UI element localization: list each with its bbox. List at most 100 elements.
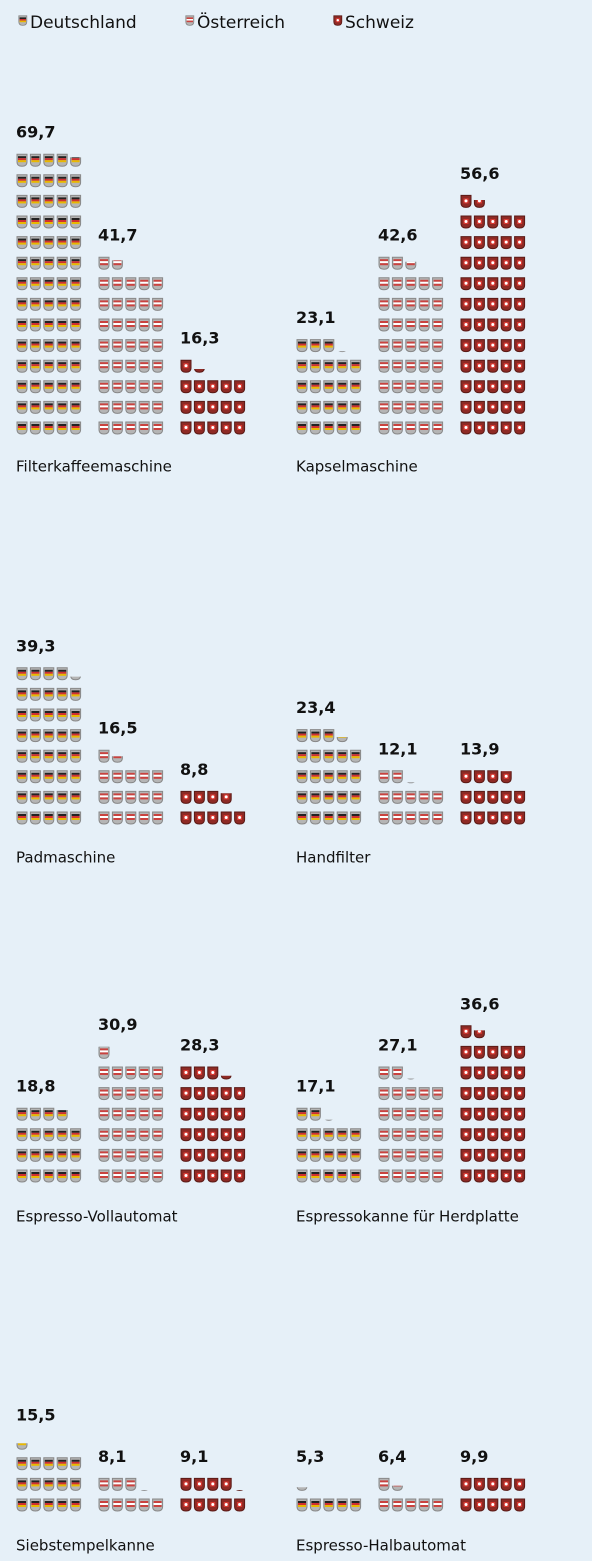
icon (487, 339, 499, 353)
icon (473, 297, 485, 311)
icon-stripe (31, 261, 40, 264)
icon-stripe (126, 1480, 135, 1483)
icon-stripe (100, 366, 108, 369)
icon (473, 277, 485, 291)
icon (180, 811, 192, 825)
icon-stripe (31, 341, 40, 344)
icon-stripe (71, 795, 80, 798)
icon-cross (477, 1030, 481, 1033)
icon-stripe (18, 259, 26, 262)
icon-stripe (380, 1130, 388, 1133)
icon-stripe (31, 279, 40, 282)
icon-stripe (58, 1176, 67, 1178)
icon-stripe (58, 261, 67, 264)
icon (418, 359, 430, 373)
icon-stripe (324, 776, 333, 779)
icon-stripe (31, 1482, 40, 1485)
icon-stripe (58, 1461, 67, 1464)
icon-stripe (311, 407, 320, 410)
icon-stripe (100, 1132, 108, 1135)
icon (500, 359, 512, 373)
icon-stripe (71, 405, 80, 408)
icon-stripe (393, 1155, 402, 1158)
icon (207, 1148, 219, 1162)
icon-stripe (58, 160, 67, 163)
icon-stripe (44, 362, 53, 365)
icon-stripe (338, 793, 347, 796)
icon-stripe (351, 793, 360, 796)
icon-stripe (311, 1134, 320, 1137)
icon (391, 1485, 403, 1491)
icon-stripe (58, 694, 67, 697)
icon-cross (184, 1153, 188, 1157)
icon-stripe (433, 321, 442, 323)
icon-stripe (380, 426, 388, 428)
icon (70, 770, 82, 784)
icon (43, 297, 55, 311)
icon-stripe (406, 1089, 415, 1092)
icon-stripe (31, 673, 40, 676)
icon-stripe (100, 1174, 108, 1176)
icon (56, 421, 68, 435)
icon-stripe (31, 1484, 40, 1487)
icon-stripe (126, 1071, 135, 1073)
icon-stripe (351, 1176, 360, 1178)
icon (16, 1107, 28, 1121)
icon-cross (184, 1503, 188, 1506)
icon-stripe (406, 1505, 415, 1507)
icon-stripe (31, 263, 40, 266)
icon-stripe (140, 1114, 149, 1117)
icon-stripe (100, 776, 108, 779)
icon (56, 174, 68, 188)
icon-stripe (393, 776, 402, 779)
icon-stripe (351, 362, 360, 365)
icon (432, 318, 444, 332)
value-label: 18,8 (16, 1077, 55, 1096)
icon-stripe (351, 386, 360, 389)
icon (56, 297, 68, 311)
icon-stripe (58, 1132, 67, 1135)
icon-stripe (100, 1155, 108, 1158)
icon (500, 256, 512, 270)
icon (98, 1046, 110, 1059)
icon (16, 1169, 28, 1183)
icon-stripe (406, 321, 415, 323)
icon-stripe (58, 754, 67, 757)
icon-stripe (44, 814, 53, 816)
icon-stripe (19, 19, 26, 21)
icon-stripe (380, 384, 388, 387)
icon-cross (211, 1503, 215, 1506)
icon-stripe (100, 1134, 108, 1137)
icon (193, 1107, 205, 1121)
icon (460, 1128, 472, 1142)
icon-stripe (71, 321, 80, 323)
icon-stripe (433, 362, 442, 365)
icon-stripe (31, 1132, 40, 1135)
icon (514, 1498, 526, 1512)
icon (487, 1087, 499, 1101)
icon-stripe (311, 1114, 320, 1117)
icon-cross (504, 1071, 508, 1074)
icon-stripe (406, 1155, 415, 1158)
icon-cross (197, 816, 201, 819)
icon (98, 770, 110, 784)
icon-stripe (140, 283, 149, 286)
icon-stripe (71, 713, 80, 715)
icon-stripe (44, 218, 53, 220)
icon-stripe (380, 1174, 388, 1176)
icon-stripe (18, 283, 26, 286)
icon-stripe (393, 384, 402, 387)
icon (43, 194, 55, 208)
icon-stripe (324, 731, 333, 734)
icon-cross (211, 1153, 215, 1157)
icon-stripe (140, 325, 149, 327)
icon-stripe (298, 774, 306, 777)
icon-stripe (113, 756, 122, 759)
icon-cross (197, 1153, 201, 1157)
icon-stripe (140, 1132, 149, 1135)
icon-cross (238, 1132, 242, 1136)
icon-stripe (380, 1172, 388, 1174)
icon (432, 277, 444, 291)
icon (473, 1045, 485, 1059)
icon-stripe (420, 1130, 429, 1133)
